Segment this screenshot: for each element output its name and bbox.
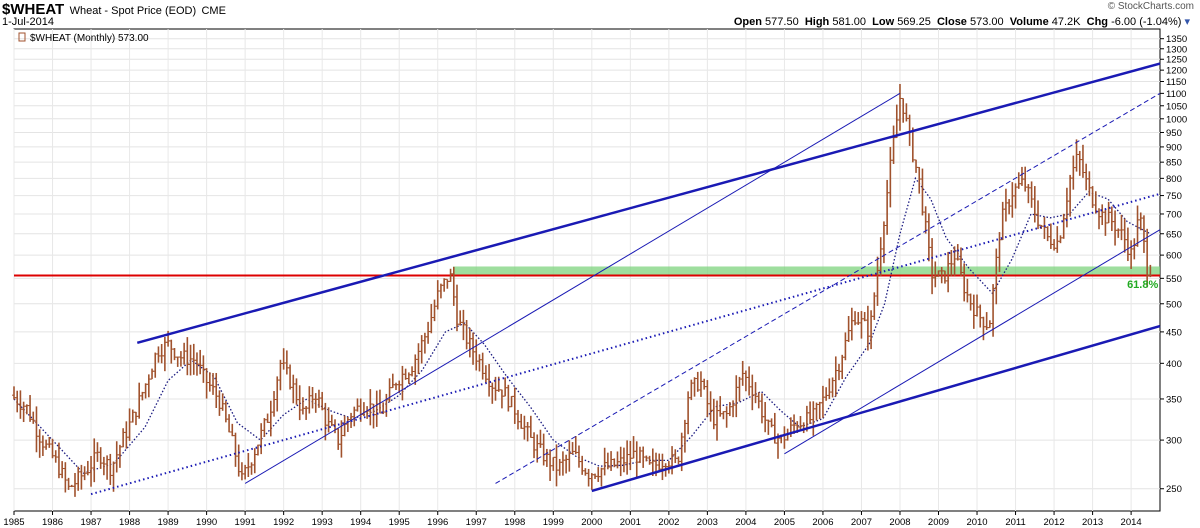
x-tick-label: 1996 — [427, 517, 448, 528]
chart-header: $WHEAT Wheat - Spot Price (EOD) CME 1-Ju… — [0, 0, 1200, 28]
x-tick-label: 2014 — [1121, 517, 1142, 528]
fib-label: 61.8% — [1127, 279, 1158, 291]
chg-value: -6.00 (-1.04%) — [1111, 16, 1182, 28]
trendline-thin — [784, 229, 1161, 455]
open-label: Open — [733, 16, 762, 28]
fib-zone — [453, 266, 1160, 276]
x-tick-label: 2006 — [812, 517, 833, 528]
x-tick-label: 2012 — [1043, 517, 1064, 528]
y-tick-label: 250 — [1166, 484, 1182, 495]
x-tick-label: 2001 — [620, 517, 641, 528]
y-tick-label: 750 — [1166, 191, 1182, 202]
x-tick-label: 2009 — [928, 517, 949, 528]
x-tick-label: 1985 — [3, 517, 24, 528]
trendline-thick — [136, 62, 1161, 344]
x-tick-label: 1987 — [80, 517, 101, 528]
y-tick-label: 1200 — [1166, 66, 1187, 77]
x-tick-label: 2005 — [774, 517, 795, 528]
close-label: Close — [936, 16, 967, 28]
trendline-thin — [244, 92, 901, 484]
volume-label: Volume — [1009, 16, 1049, 28]
y-tick-label: 850 — [1166, 158, 1182, 169]
legend-swatch — [18, 32, 26, 42]
x-tick-label: 2004 — [735, 517, 756, 528]
annotations: 61.8% — [1127, 279, 1158, 291]
chart-title: $WHEAT Wheat - Spot Price (EOD) CME — [2, 1, 226, 18]
x-tick-label: 1991 — [235, 517, 256, 528]
trendline-thick — [591, 324, 1161, 493]
y-tick-label: 1150 — [1166, 77, 1186, 88]
low-label: Low — [872, 16, 895, 28]
x-tick-label: 1995 — [389, 517, 410, 528]
x-tick-label: 1997 — [466, 517, 487, 528]
x-tick-label: 2003 — [697, 517, 718, 528]
y-tick-label: 300 — [1166, 436, 1182, 447]
x-tick-label: 1986 — [42, 517, 63, 528]
ohlc-bars — [12, 84, 1153, 497]
y-tick-label: 500 — [1166, 299, 1182, 310]
x-tick-label: 2011 — [1005, 517, 1025, 528]
fib-zone-rect — [453, 266, 1160, 276]
trendline-dashed — [495, 92, 1161, 484]
x-tick-label: 2008 — [889, 517, 910, 528]
y-tick-label: 1300 — [1166, 44, 1187, 55]
symbol-label[interactable]: $WHEAT — [2, 1, 65, 18]
legend-text: $WHEAT (Monthly) 573.00 — [30, 33, 149, 44]
y-tick-label: 350 — [1166, 394, 1182, 405]
exchange-label: CME — [201, 5, 226, 17]
y-tick-label: 550 — [1166, 274, 1182, 285]
y-axis: 250 300 350 400 450 500 550 600 650 700 750 800 850 9… — [1160, 34, 1187, 495]
y-tick-label: 1350 — [1166, 34, 1187, 45]
x-tick-label: 1988 — [119, 517, 140, 528]
x-tick-label: 1989 — [158, 517, 179, 528]
open-value: 577.50 — [765, 16, 799, 28]
y-tick-label: 800 — [1166, 174, 1182, 185]
y-tick-label: 1250 — [1166, 55, 1187, 66]
high-label: High — [804, 16, 830, 28]
legend: $WHEAT (Monthly) 573.00 — [18, 32, 149, 44]
chevron-down-icon[interactable]: ▾ — [1184, 16, 1190, 28]
brand-label[interactable]: © StockCharts.com — [1107, 1, 1194, 12]
y-tick-label: 1050 — [1166, 101, 1187, 112]
date-label: 1-Jul-2014 — [2, 16, 54, 28]
x-axis: 1985 1986 1987 1988 1989 1990 1991 1992 1993 1994… — [3, 511, 1142, 528]
x-tick-label: 1999 — [543, 517, 564, 528]
y-tick-label: 1100 — [1166, 89, 1186, 100]
quote-stats: Open 577.50 High 581.00 Low 569.25 Close… — [734, 15, 1190, 28]
chg-label: Chg — [1086, 16, 1109, 28]
y-tick-label: 450 — [1166, 327, 1182, 338]
trendlines — [90, 62, 1161, 496]
low-value: 569.25 — [897, 16, 931, 28]
x-tick-label: 1990 — [196, 517, 217, 528]
y-tick-label: 900 — [1166, 142, 1182, 153]
high-value: 581.00 — [832, 16, 866, 28]
x-tick-label: 2013 — [1082, 517, 1103, 528]
x-tick-label: 1993 — [312, 517, 333, 528]
close-value: 573.00 — [970, 16, 1004, 28]
y-tick-label: 600 — [1166, 251, 1182, 262]
y-tick-label: 650 — [1166, 229, 1182, 240]
symbol-description: Wheat - Spot Price (EOD) — [69, 5, 197, 17]
trendline-dotted — [90, 192, 1161, 496]
x-tick-label: 2007 — [851, 517, 872, 528]
y-tick-label: 1000 — [1166, 114, 1187, 125]
x-tick-label: 1992 — [273, 517, 294, 528]
y-tick-label: 700 — [1166, 209, 1182, 220]
volume-value: 47.2K — [1051, 16, 1081, 28]
x-tick-label: 1994 — [350, 517, 371, 528]
y-tick-label: 950 — [1166, 128, 1182, 139]
x-tick-label: 1998 — [504, 517, 525, 528]
grid — [13, 29, 1160, 511]
x-tick-label: 2000 — [581, 517, 602, 528]
y-tick-label: 400 — [1166, 359, 1182, 370]
x-tick-label: 2002 — [658, 517, 679, 528]
x-tick-label: 2010 — [966, 517, 987, 528]
